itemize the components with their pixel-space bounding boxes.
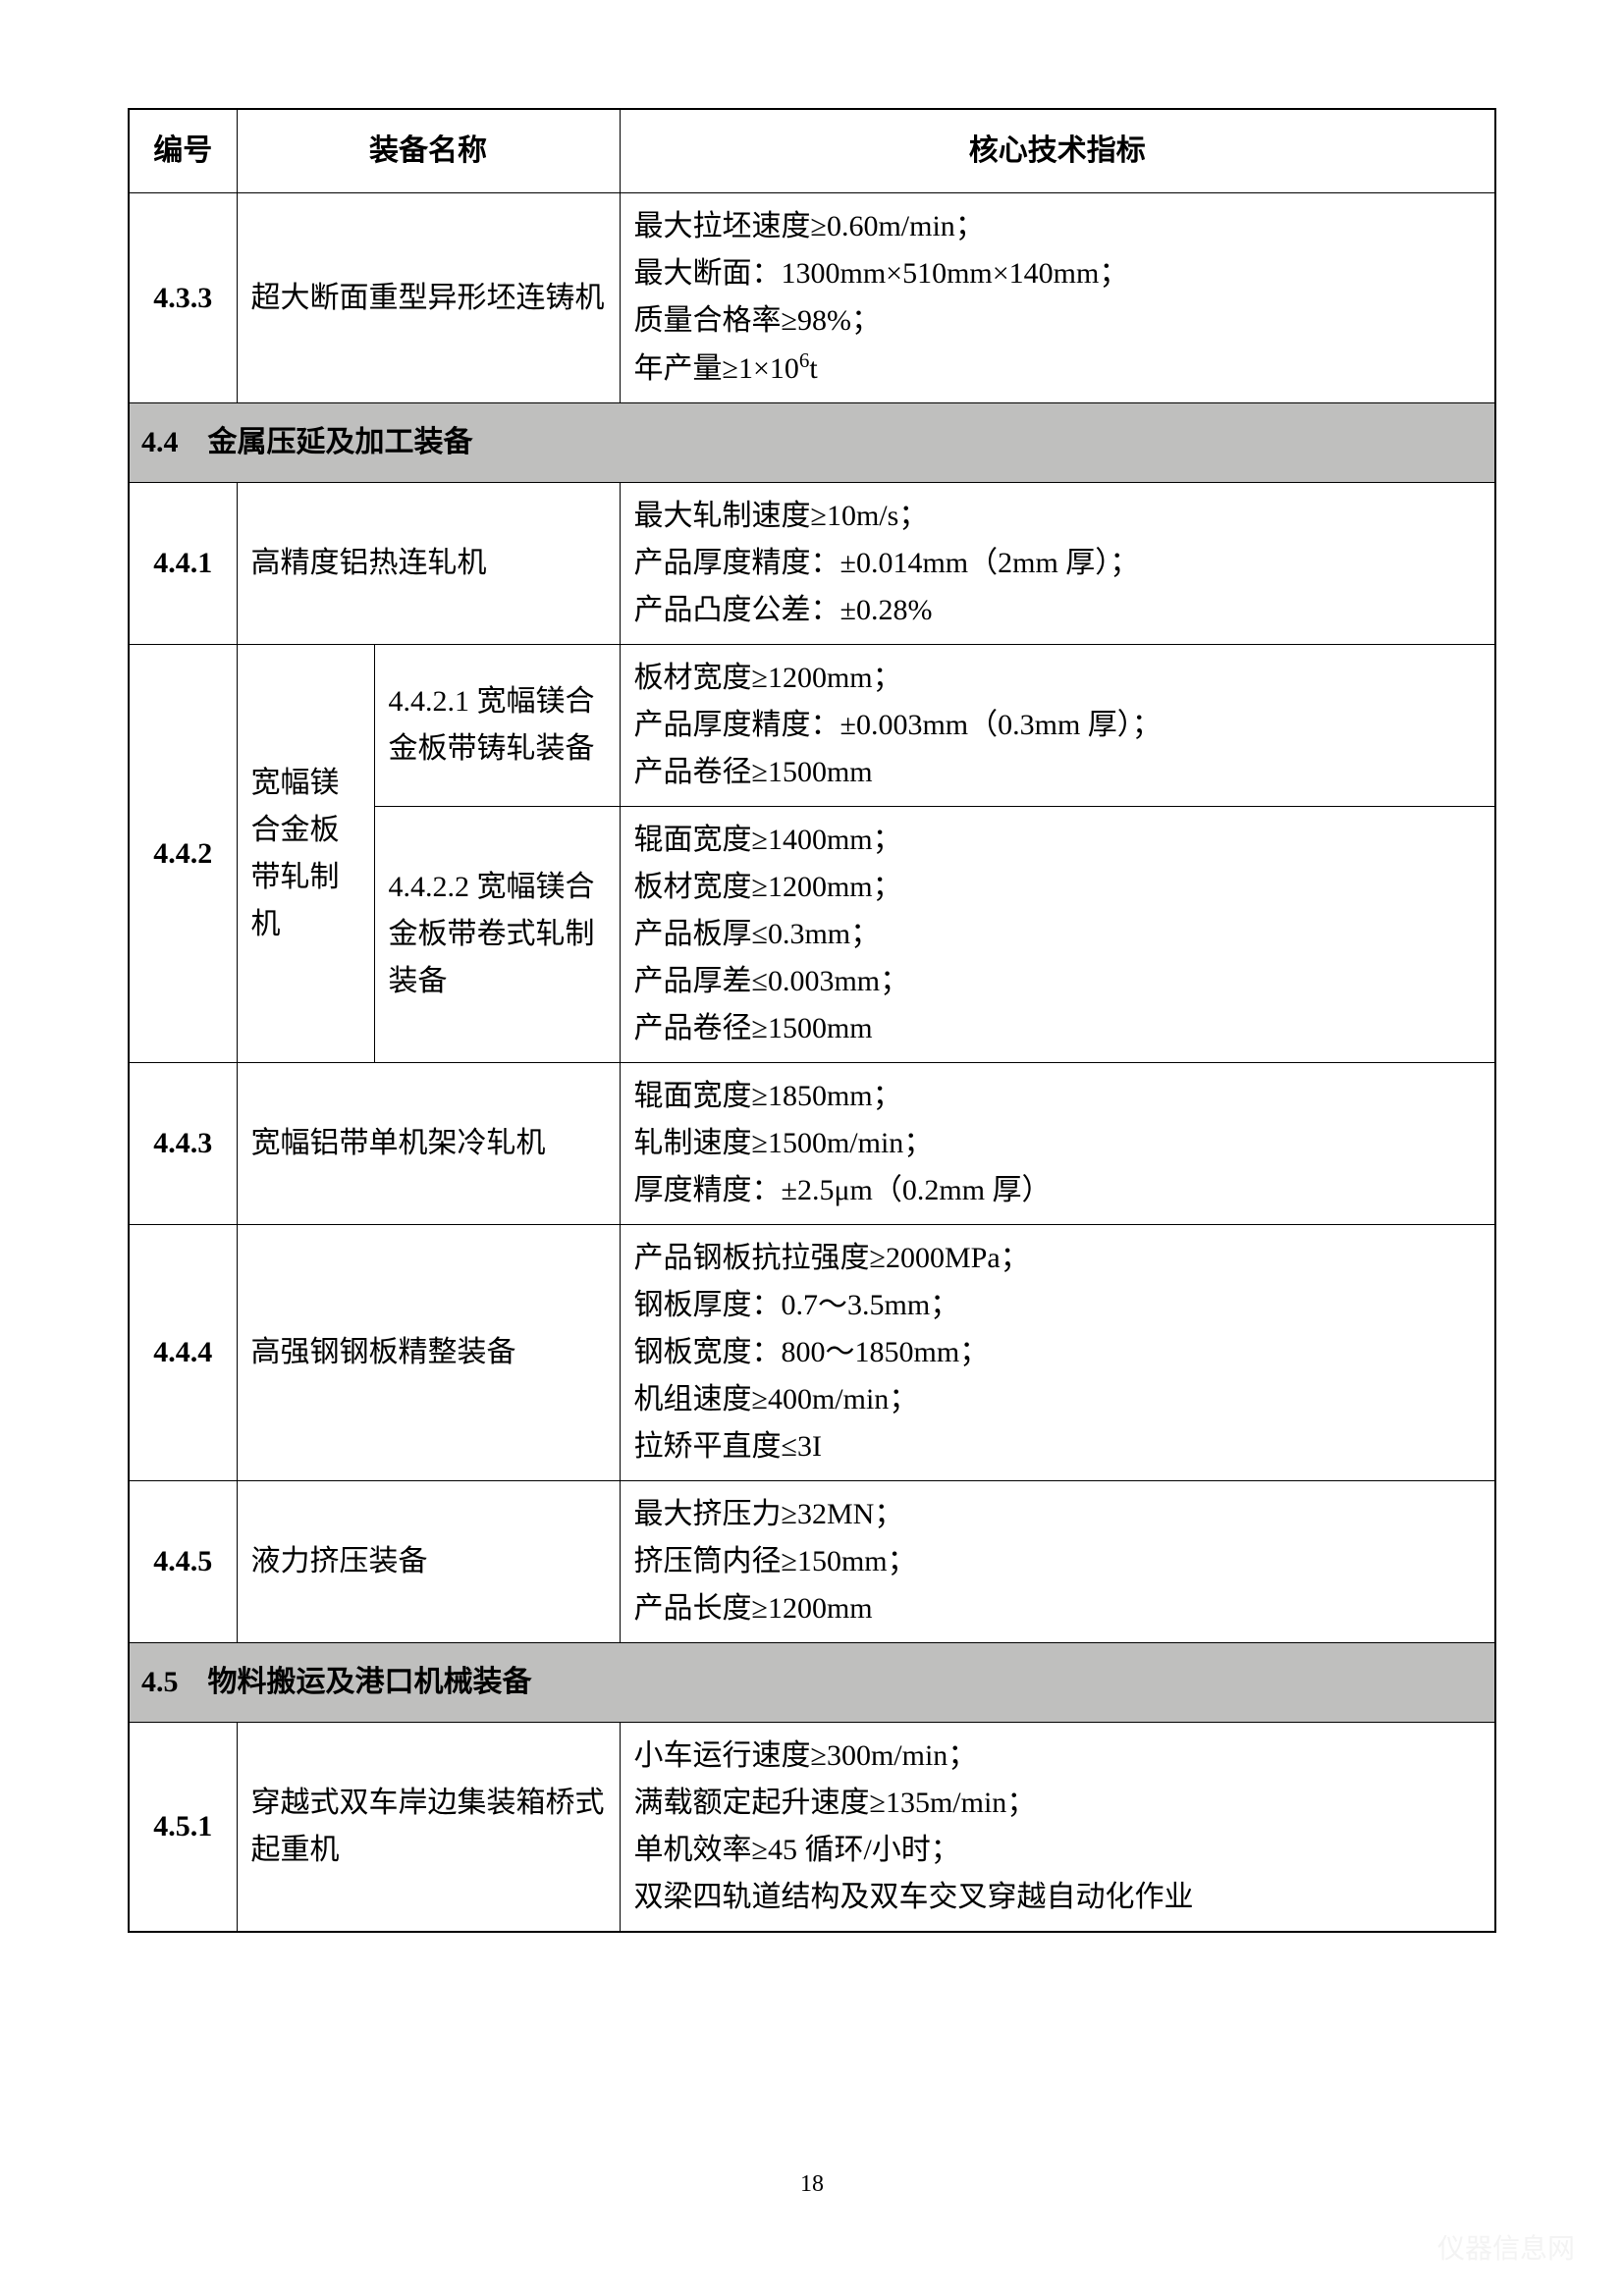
equipment-name: 穿越式双车岸边集装箱桥式起重机 xyxy=(237,1723,620,1933)
header-number: 编号 xyxy=(129,109,237,193)
row-number: 4.4.4 xyxy=(129,1225,237,1481)
row-number: 4.4.1 xyxy=(129,483,237,645)
table-header-row: 编号 装备名称 核心技术指标 xyxy=(129,109,1495,193)
table-row: 4.4.5 液力挤压装备 最大挤压力≥32MN；挤压筒内径≥150mm；产品长度… xyxy=(129,1481,1495,1643)
row-number: 4.3.3 xyxy=(129,193,237,403)
table-row: 4.4.4 高强钢钢板精整装备 产品钢板抗拉强度≥2000MPa；钢板厚度：0.… xyxy=(129,1225,1495,1481)
equipment-name: 高精度铝热连轧机 xyxy=(237,483,620,645)
equipment-name: 宽幅镁合金板带轧制机 xyxy=(237,645,374,1063)
table-row: 4.3.3 超大断面重型异形坯连铸机 最大拉坯速度≥0.60m/min；最大断面… xyxy=(129,193,1495,403)
spec-cell: 最大挤压力≥32MN；挤压筒内径≥150mm；产品长度≥1200mm xyxy=(620,1481,1495,1643)
spec-cell: 最大轧制速度≥10m/s；产品厚度精度：±0.014mm（2mm 厚）；产品凸度… xyxy=(620,483,1495,645)
sub-equipment-name: 4.4.2.1 宽幅镁合金板带铸轧装备 xyxy=(374,645,620,807)
spec-cell: 辊面宽度≥1400mm；板材宽度≥1200mm；产品板厚≤0.3mm；产品厚差≤… xyxy=(620,807,1495,1063)
row-number: 4.4.5 xyxy=(129,1481,237,1643)
equipment-name: 高强钢钢板精整装备 xyxy=(237,1225,620,1481)
spec-cell: 小车运行速度≥300m/min；满载额定起升速度≥135m/min；单机效率≥4… xyxy=(620,1723,1495,1933)
equipment-name: 宽幅铝带单机架冷轧机 xyxy=(237,1063,620,1225)
spec-cell: 辊面宽度≥1850mm；轧制速度≥1500m/min；厚度精度：±2.5μm（0… xyxy=(620,1063,1495,1225)
watermark-text: 仪器信息网 xyxy=(1437,2227,1575,2267)
row-number: 4.4.2 xyxy=(129,645,237,1063)
table-row: 4.4.2 宽幅镁合金板带轧制机 4.4.2.1 宽幅镁合金板带铸轧装备 板材宽… xyxy=(129,645,1495,807)
row-number: 4.5.1 xyxy=(129,1723,237,1933)
spec-cell: 最大拉坯速度≥0.60m/min；最大断面：1300mm×510mm×140mm… xyxy=(620,193,1495,403)
section-header-row: 4.5 物料搬运及港口机械装备 xyxy=(129,1643,1495,1723)
section-title: 4.4 金属压延及加工装备 xyxy=(129,403,1495,483)
section-title: 4.5 物料搬运及港口机械装备 xyxy=(129,1643,1495,1723)
header-name: 装备名称 xyxy=(237,109,620,193)
table-row: 4.4.3 宽幅铝带单机架冷轧机 辊面宽度≥1850mm；轧制速度≥1500m/… xyxy=(129,1063,1495,1225)
row-number: 4.4.3 xyxy=(129,1063,237,1225)
equipment-name: 液力挤压装备 xyxy=(237,1481,620,1643)
page-number: 18 xyxy=(0,2171,1624,2198)
table-row: 4.4.1 高精度铝热连轧机 最大轧制速度≥10m/s；产品厚度精度：±0.01… xyxy=(129,483,1495,645)
section-header-row: 4.4 金属压延及加工装备 xyxy=(129,403,1495,483)
sub-equipment-name: 4.4.2.2 宽幅镁合金板带卷式轧制装备 xyxy=(374,807,620,1063)
header-spec: 核心技术指标 xyxy=(620,109,1495,193)
spec-cell: 板材宽度≥1200mm；产品厚度精度：±0.003mm（0.3mm 厚）；产品卷… xyxy=(620,645,1495,807)
table-row: 4.5.1 穿越式双车岸边集装箱桥式起重机 小车运行速度≥300m/min；满载… xyxy=(129,1723,1495,1933)
equipment-name: 超大断面重型异形坯连铸机 xyxy=(237,193,620,403)
spec-cell: 产品钢板抗拉强度≥2000MPa；钢板厚度：0.7～3.5mm；钢板宽度：800… xyxy=(620,1225,1495,1481)
equipment-spec-table: 编号 装备名称 核心技术指标 4.3.3 超大断面重型异形坯连铸机 最大拉坯速度… xyxy=(128,108,1496,1933)
